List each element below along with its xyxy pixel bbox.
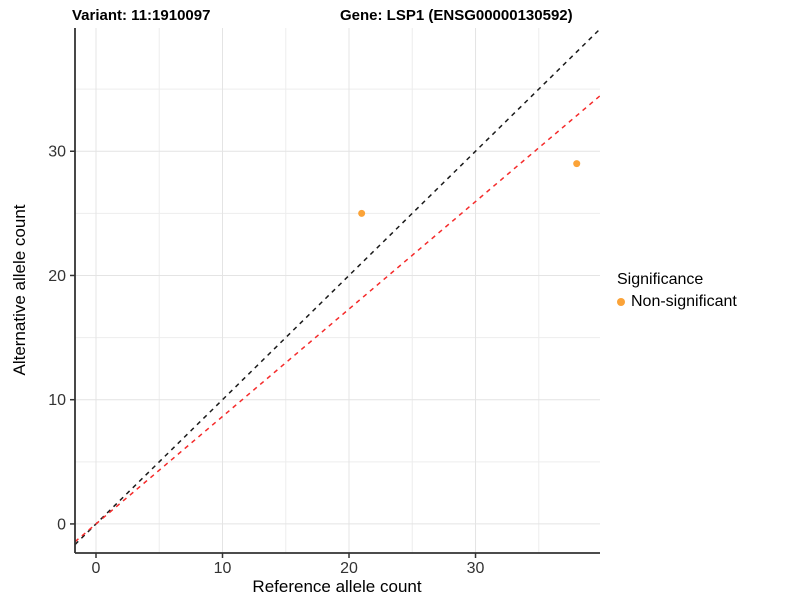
legend-item-non-significant: Non-significant <box>617 293 737 311</box>
legend-point-icon <box>617 298 625 306</box>
x-tick-label: 20 <box>340 560 358 577</box>
y-tick-label: 0 <box>57 516 66 533</box>
x-axis-label: Reference allele count <box>252 577 422 596</box>
y-tick-label: 30 <box>48 144 66 161</box>
y-tick-label: 20 <box>48 268 66 285</box>
fit-line <box>75 95 600 543</box>
plot-title-variant: Variant: 11:1910097 <box>72 7 211 24</box>
plot-title-gene: Gene: LSP1 (ENSG00000130592) <box>340 7 573 24</box>
x-tick-label: 30 <box>467 560 485 577</box>
legend-item-label: Non-significant <box>631 293 737 310</box>
x-tick-label: 0 <box>92 560 101 577</box>
data-point <box>573 160 581 168</box>
identity-line <box>75 28 600 546</box>
x-tick-label: 10 <box>214 560 232 577</box>
y-axis-label: Alternative allele count <box>10 204 29 376</box>
legend: Significance Non-significant <box>617 271 737 311</box>
legend-title: Significance <box>617 271 704 288</box>
y-tick-label: 10 <box>48 392 66 409</box>
data-point <box>358 209 366 217</box>
